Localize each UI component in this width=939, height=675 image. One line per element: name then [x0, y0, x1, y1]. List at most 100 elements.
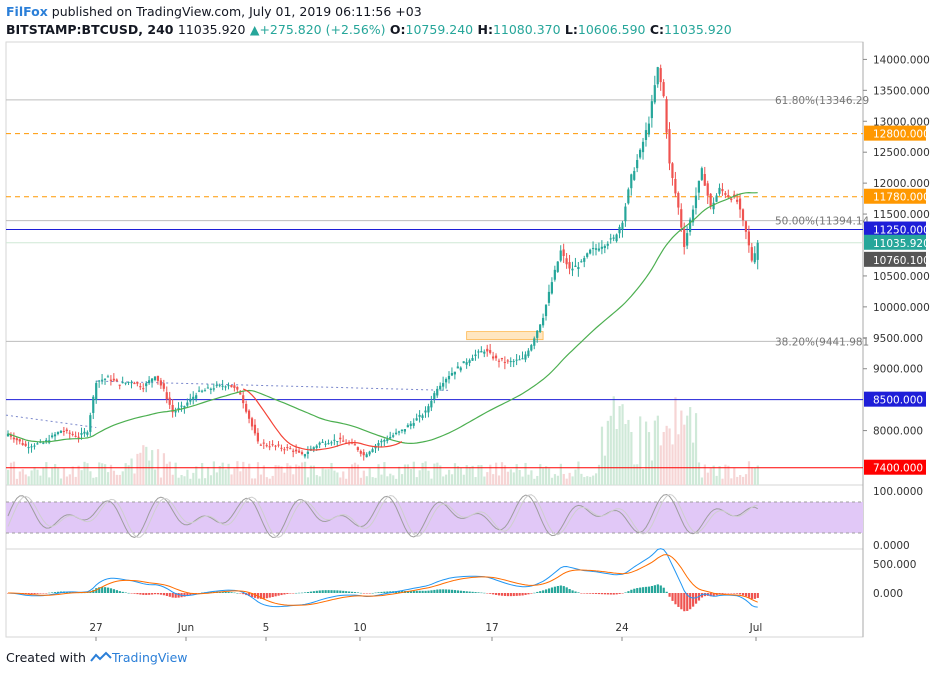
macd-histogram-bar [239, 593, 242, 594]
volume-bar [206, 466, 210, 485]
candle-body [397, 431, 401, 433]
volume-bar [274, 465, 277, 485]
volume-bar [721, 478, 724, 485]
candle-body [371, 449, 374, 453]
volume-bar [142, 445, 145, 485]
volume-bar [615, 429, 618, 485]
price-tag-label: 10760.100 [873, 255, 930, 267]
macd-histogram-bar [330, 590, 333, 593]
macd-histogram-bar [468, 591, 471, 593]
volume-bar [392, 475, 395, 485]
candle-body [227, 385, 230, 387]
volume-bar [292, 474, 295, 485]
macd-histogram-bar [233, 592, 236, 594]
volume-bar [706, 472, 709, 485]
footer: Created with TradingView [6, 650, 187, 666]
candle-body [612, 237, 615, 239]
macd-histogram-bar [148, 593, 151, 595]
volume-bar [653, 420, 656, 485]
macd-histogram-bar [547, 588, 551, 593]
candle-body [571, 268, 574, 271]
candle-body [468, 360, 471, 363]
candle-body [492, 356, 495, 359]
candle-body [45, 439, 48, 442]
volume-bar [312, 465, 315, 485]
tradingview-link[interactable]: TradingView [111, 650, 188, 665]
price-chart[interactable]: 61.80%(13346.29 50.00%(11394.14 38.20%(944… [0, 40, 939, 650]
candle-body [736, 199, 739, 202]
candle-body [606, 243, 609, 246]
candle-body [409, 423, 412, 426]
volume-bar [436, 462, 439, 485]
candle-body [630, 174, 633, 189]
candle-body [36, 443, 39, 445]
macd-histogram-bar [106, 587, 110, 593]
macd-histogram-bar [442, 589, 445, 593]
candle-body [295, 449, 298, 452]
volume-bar [74, 476, 77, 485]
candle-body [574, 265, 577, 267]
tradingview-logo-icon[interactable] [90, 651, 112, 666]
x-axis-tick-label: 17 [485, 622, 498, 634]
volume-bar [124, 463, 127, 485]
volume-bar [715, 475, 718, 485]
macd-histogram-bar [327, 590, 330, 593]
macd-histogram-bar [377, 592, 380, 593]
volume-bar [198, 478, 201, 485]
candle-body [215, 385, 218, 387]
fib-level-label: 38.20%(9441.981 [775, 336, 869, 348]
last-price: 11035.920 [177, 22, 246, 37]
candle-body [718, 187, 721, 194]
volume-bar [665, 425, 668, 485]
macd-histogram-bar [253, 593, 257, 598]
candle-body [621, 222, 624, 230]
macd-histogram-bar [633, 588, 636, 593]
candle-body [624, 206, 627, 222]
volume-bar [321, 468, 324, 485]
volume-bar [92, 477, 95, 485]
volume-bar [639, 416, 642, 485]
macd-histogram-bar [321, 590, 324, 593]
volume-bar [306, 477, 310, 485]
y-axis-tick-label: 11500.000 [873, 209, 930, 221]
close-value: 11035.920 [664, 22, 732, 37]
volume-bar [65, 476, 68, 485]
candle-body [268, 446, 271, 448]
macd-histogram-bar [527, 593, 530, 595]
candle-body [500, 357, 504, 360]
macd-histogram-bar [627, 591, 630, 593]
publish-info: FilFox published on TradingView.com, Jul… [6, 4, 422, 19]
volume-bar [586, 476, 589, 485]
candle-body [483, 351, 486, 354]
price-tag-label: 11035.920 [873, 238, 930, 250]
macd-histogram-bar [430, 590, 433, 593]
volume-bar [295, 464, 298, 485]
volume-bar [98, 462, 101, 485]
volume-bar [133, 473, 136, 485]
candle-body [118, 384, 121, 386]
candle-body [27, 447, 30, 449]
volume-bar [471, 465, 474, 485]
change-value: +275.820 (+2.56%) [259, 22, 386, 37]
candle-body [536, 330, 539, 338]
macd-histogram-bar [154, 593, 157, 595]
candle-body [336, 441, 339, 443]
author-name[interactable]: FilFox [6, 4, 48, 19]
macd-histogram-bar [618, 593, 621, 594]
macd-histogram-bar [609, 593, 612, 595]
macd-histogram-bar [677, 593, 680, 607]
volume-bar [580, 473, 583, 485]
candle-body [127, 381, 130, 383]
macd-histogram-bar [298, 592, 301, 594]
volume-bar [400, 474, 404, 485]
candle-body [324, 443, 327, 445]
candle-body [677, 193, 680, 208]
candle-body [521, 358, 524, 360]
volume-bar [162, 453, 166, 485]
y-axis-tick-label: 10000.000 [873, 302, 930, 314]
candle-body [274, 445, 277, 447]
volume-bar [59, 478, 63, 485]
macd-histogram-bar [518, 593, 521, 596]
macd-histogram-bar [374, 592, 377, 594]
macd-histogram-bar [756, 593, 759, 598]
